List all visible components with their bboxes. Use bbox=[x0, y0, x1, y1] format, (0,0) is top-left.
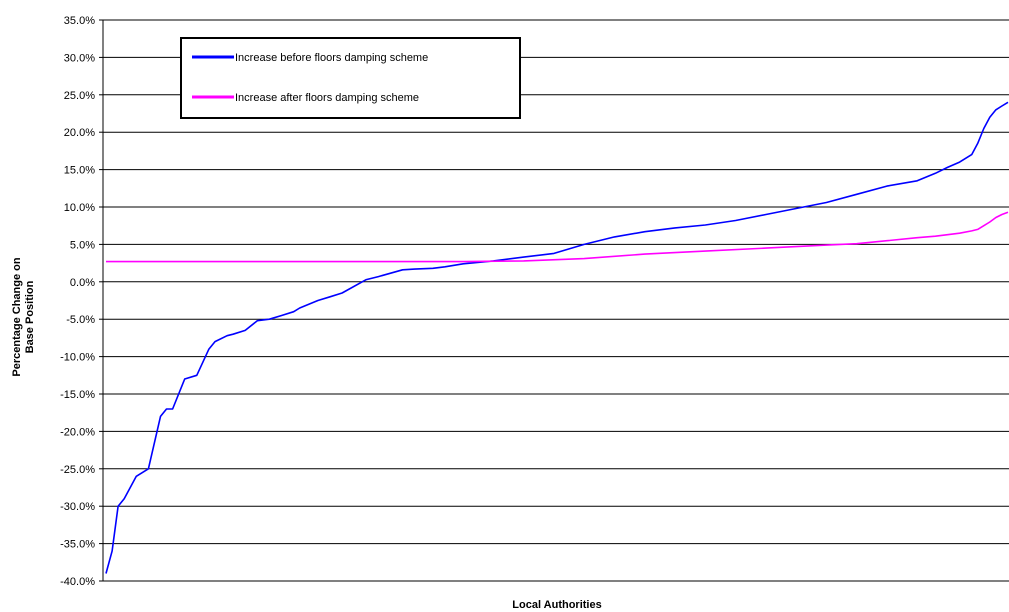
y-tick-labels: 35.0% 30.0% 25.0% 20.0% 15.0% 10.0% 5.0% 0.0% -5… bbox=[60, 15, 103, 588]
y-tick-label: -35.0% bbox=[60, 539, 95, 551]
y-tick-label: -25.0% bbox=[60, 464, 95, 476]
x-axis-title: Local Authorities bbox=[512, 599, 601, 611]
y-tick-label: 30.0% bbox=[64, 52, 95, 64]
legend-label-before: Increase before floors damping scheme bbox=[235, 52, 428, 64]
series-lines bbox=[105, 101, 1009, 574]
y-tick-label: -40.0% bbox=[60, 576, 95, 588]
legend: Increase before floors damping scheme In… bbox=[180, 37, 521, 119]
y-axis-title-line-1: Percentage Change on bbox=[11, 257, 23, 376]
legend-box bbox=[180, 37, 521, 119]
y-tick-label: 0.0% bbox=[70, 277, 95, 289]
y-tick-label: -20.0% bbox=[60, 426, 95, 438]
y-axis-title: Percentage Change on Base Position bbox=[11, 257, 36, 376]
y-tick-label: -30.0% bbox=[60, 501, 95, 513]
y-axis-title-line-2: Base Position bbox=[24, 280, 36, 353]
legend-label-after: Increase after floors damping scheme bbox=[235, 92, 419, 104]
y-tick-label: 10.0% bbox=[64, 202, 95, 214]
y-tick-label: 5.0% bbox=[70, 239, 95, 251]
y-tick-label: 20.0% bbox=[64, 127, 95, 139]
y-tick-label: -15.0% bbox=[60, 389, 95, 401]
y-tick-label: 25.0% bbox=[64, 90, 95, 102]
y-tick-label: -10.0% bbox=[60, 352, 95, 364]
y-tick-label: 15.0% bbox=[64, 165, 95, 177]
gridlines bbox=[103, 19, 1009, 582]
series-line-after bbox=[106, 211, 1009, 263]
series-line-before bbox=[105, 101, 1009, 574]
y-tick-label: -5.0% bbox=[66, 314, 95, 326]
y-tick-label: 35.0% bbox=[64, 15, 95, 27]
